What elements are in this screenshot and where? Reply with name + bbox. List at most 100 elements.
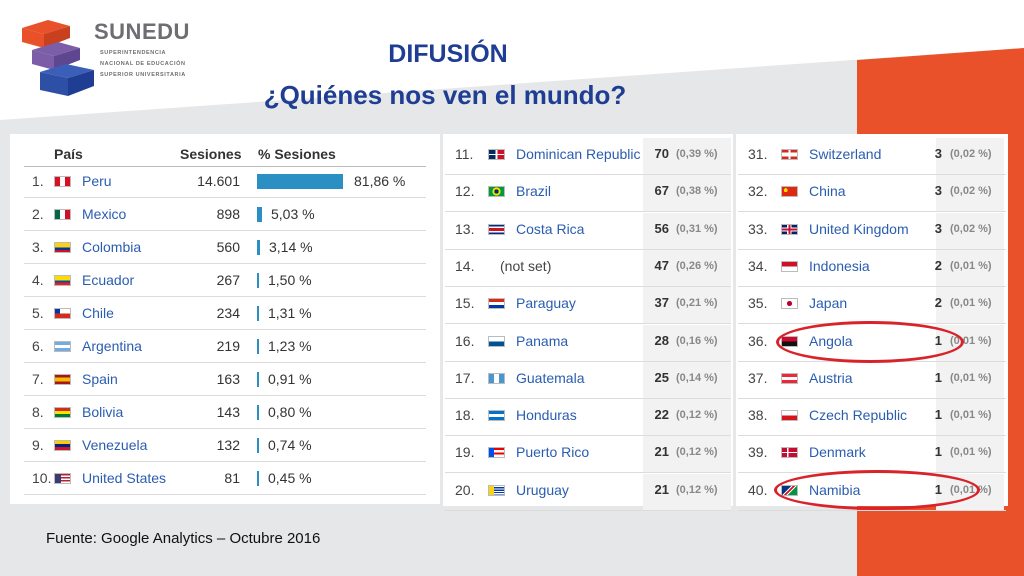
honduras-flag-icon xyxy=(488,410,505,422)
pct-value: (0,39 %) xyxy=(676,148,718,160)
metric-cell-bg xyxy=(936,249,1004,286)
country-link-paraguay[interactable]: Paraguay xyxy=(516,295,576,312)
share-bar xyxy=(257,174,343,189)
country-link-united-kingdom[interactable]: United Kingdom xyxy=(809,220,909,237)
metric-cell-bg xyxy=(643,175,731,212)
country-link-uruguay[interactable]: Uruguay xyxy=(516,481,569,498)
sessions-value: 1 xyxy=(934,369,942,385)
row-index: 3. xyxy=(32,239,44,255)
country-link-costa-rica[interactable]: Costa Rica xyxy=(516,220,585,237)
country-link-venezuela[interactable]: Venezuela xyxy=(82,437,148,453)
country-link-dominican-republic[interactable]: Dominican Republic xyxy=(516,146,641,162)
header-divider xyxy=(24,166,426,167)
metric-cell-bg xyxy=(643,138,731,174)
row-index: 15. xyxy=(455,295,475,312)
row-index: 20. xyxy=(455,481,475,498)
row-index: 5. xyxy=(32,305,44,321)
pct-value: (0,01 %) xyxy=(950,446,992,459)
pct-value: (0,02 %) xyxy=(950,148,992,160)
row-index: 33. xyxy=(748,220,768,237)
paraguay-flag-icon xyxy=(488,298,505,310)
chile-flag-icon xyxy=(54,308,71,319)
metric-cell-bg xyxy=(643,249,731,286)
denmark-flag-icon xyxy=(781,447,798,459)
row-divider xyxy=(445,472,731,474)
column-header-country: País xyxy=(54,146,83,162)
row-divider xyxy=(738,435,1006,437)
country-link-argentina[interactable]: Argentina xyxy=(82,338,142,354)
panama-flag-icon xyxy=(488,335,505,347)
row-index: 37. xyxy=(748,369,768,386)
mexico-flag-icon xyxy=(54,209,71,220)
sessions-value: 1 xyxy=(934,444,942,460)
puerto-rico-flag-icon xyxy=(488,447,505,459)
share-bar xyxy=(257,438,259,453)
country-link-denmark[interactable]: Denmark xyxy=(809,444,866,461)
metric-cell-bg xyxy=(643,473,731,510)
share-bar xyxy=(257,273,259,288)
country-link-indonesia[interactable]: Indonesia xyxy=(809,257,870,274)
spain-flag-icon xyxy=(54,374,71,385)
united-states-flag-icon xyxy=(54,473,71,484)
sessions-value: 1 xyxy=(934,407,942,423)
metric-cell-bg xyxy=(936,436,1004,473)
country-link-switzerland[interactable]: Switzerland xyxy=(809,146,882,162)
country-link-spain[interactable]: Spain xyxy=(82,371,118,387)
row-index: 18. xyxy=(455,407,475,424)
country-link-china[interactable]: China xyxy=(809,183,846,200)
row-index: 32. xyxy=(748,183,768,200)
country-link-colombia[interactable]: Colombia xyxy=(82,239,142,255)
country-link-peru[interactable]: Peru xyxy=(82,173,112,189)
pct-value: (0,01 %) xyxy=(950,297,992,310)
row-divider xyxy=(738,211,1006,213)
sessions-value: 67 xyxy=(654,183,669,199)
pct-value: (0,16 %) xyxy=(676,334,718,347)
pct-value: (0,12 %) xyxy=(676,409,718,422)
sessions-value: 25 xyxy=(654,369,669,385)
indonesia-flag-icon xyxy=(781,260,798,272)
country-link-chile[interactable]: Chile xyxy=(82,305,114,321)
share-bar xyxy=(257,339,259,354)
highlight-circle-namibia xyxy=(774,470,980,510)
brazil-flag-icon xyxy=(488,186,505,198)
country-link-united-states[interactable]: United States xyxy=(82,470,167,486)
country-link-guatemala[interactable]: Guatemala xyxy=(516,369,585,386)
country-link-brazil[interactable]: Brazil xyxy=(516,183,552,200)
logo-line-2: NACIONAL DE EDUCACIÓN xyxy=(100,61,186,67)
row-index: 35. xyxy=(748,295,768,312)
country-link-not-set[interactable]: (not set) xyxy=(500,257,552,274)
row-divider xyxy=(24,428,426,429)
sessions-value: 21 xyxy=(654,481,669,497)
pct-value: 0,74 % xyxy=(268,437,312,453)
country-link-mexico[interactable]: Mexico xyxy=(82,206,127,222)
pct-value: (0,38 %) xyxy=(676,185,718,198)
china-flag-icon xyxy=(781,186,798,198)
pct-value: 5,03 % xyxy=(271,206,315,222)
country-link-japan[interactable]: Japan xyxy=(809,295,848,312)
sessions-value: 3 xyxy=(934,183,942,199)
logo-line-3: SUPERIOR UNIVERSITARIA xyxy=(100,72,186,78)
row-divider xyxy=(445,211,731,213)
sessions-value: 3 xyxy=(934,146,942,161)
row-divider xyxy=(24,263,426,264)
metric-cell-bg xyxy=(936,138,1004,174)
metric-cell-bg xyxy=(936,287,1004,324)
country-link-puerto-rico[interactable]: Puerto Rico xyxy=(516,444,590,461)
row-divider xyxy=(24,197,426,198)
country-link-honduras[interactable]: Honduras xyxy=(516,407,577,424)
sessions-value: 14.601 xyxy=(197,173,240,189)
metric-cell-bg xyxy=(936,175,1004,212)
row-index: 38. xyxy=(748,407,768,424)
country-link-panama[interactable]: Panama xyxy=(516,332,569,349)
country-link-austria[interactable]: Austria xyxy=(809,369,853,386)
country-link-ecuador[interactable]: Ecuador xyxy=(82,272,135,288)
country-link-czech-republic[interactable]: Czech Republic xyxy=(809,407,908,424)
pct-value: (0,21 %) xyxy=(676,297,718,310)
sessions-value: 37 xyxy=(654,295,669,311)
column-header-sessions: Sesiones xyxy=(180,146,242,162)
row-divider xyxy=(24,395,426,396)
sessions-value: 898 xyxy=(216,206,240,222)
pct-value: 1,50 % xyxy=(268,272,312,288)
country-link-bolivia[interactable]: Bolivia xyxy=(82,404,124,420)
row-index: 36. xyxy=(748,332,768,349)
